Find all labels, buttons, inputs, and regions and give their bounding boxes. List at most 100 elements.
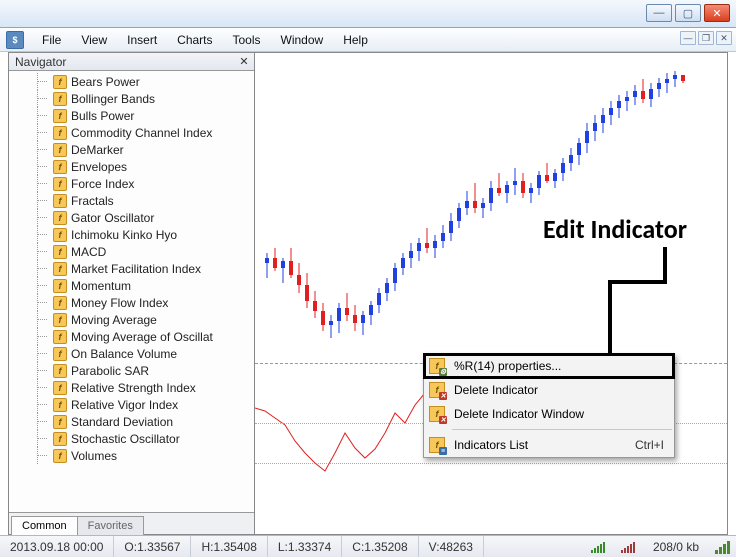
- navigator-tab-common[interactable]: Common: [11, 516, 78, 535]
- context-label: Indicators List: [454, 438, 528, 452]
- status-signal-icon: [613, 541, 643, 553]
- indicator-item[interactable]: f Moving Average of Oscillat: [9, 328, 254, 345]
- indicator-item[interactable]: fBears Power: [9, 73, 254, 90]
- indicator-icon: f: [53, 245, 67, 259]
- indicator-icon: f: [53, 449, 67, 463]
- status-signal-icon: [583, 541, 613, 553]
- indicator-item[interactable]: f Bollinger Bands: [9, 90, 254, 107]
- indicator-label: Commodity Channel Index: [71, 126, 212, 140]
- navigator-title-bar: Navigator ✕: [9, 53, 254, 71]
- context-item[interactable]: f✕Delete Indicator Window: [424, 402, 674, 426]
- mdi-minimize-button[interactable]: —: [680, 31, 696, 45]
- mdi-restore-button[interactable]: ❐: [698, 31, 714, 45]
- indicator-icon: f: [53, 92, 67, 106]
- indicator-item[interactable]: fCommodity Channel Index: [9, 124, 254, 141]
- indicator-icon: f: [53, 143, 67, 157]
- indicator-label: Moving Average of Oscillat: [71, 330, 213, 344]
- indicator-label: Momentum: [71, 279, 131, 293]
- indicator-icon: f: [53, 228, 67, 242]
- indicator-label: On Balance Volume: [71, 347, 177, 361]
- menu-help[interactable]: Help: [333, 30, 378, 50]
- indicator-icon: f: [53, 160, 67, 174]
- context-label: %R(14) properties...: [454, 359, 561, 373]
- indicator-label: Bears Power: [71, 75, 140, 89]
- window-close-button[interactable]: ✕: [704, 4, 730, 22]
- context-separator: [452, 429, 672, 430]
- navigator-title: Navigator: [15, 55, 66, 69]
- indicator-icon: f: [53, 398, 67, 412]
- window-maximize-button[interactable]: ▢: [675, 4, 701, 22]
- indicator-item[interactable]: f Fractals: [9, 192, 254, 209]
- indicator-icon: f⚙: [429, 358, 445, 374]
- indicator-icon: f: [53, 330, 67, 344]
- indicator-label: Stochastic Oscillator: [71, 432, 180, 446]
- indicator-item[interactable]: f Stochastic Oscillator: [9, 430, 254, 447]
- context-label: Delete Indicator Window: [454, 407, 584, 421]
- indicator-icon: f: [53, 364, 67, 378]
- indicator-label: Bulls Power: [71, 109, 134, 123]
- indicator-item[interactable]: f DeMarker: [9, 141, 254, 158]
- menu-charts[interactable]: Charts: [167, 30, 222, 50]
- indicator-item[interactable]: fMarket Facilitation Index: [9, 260, 254, 277]
- menubar: $ FileViewInsertChartsToolsWindowHelp — …: [0, 28, 736, 52]
- indicator-icon: f: [53, 347, 67, 361]
- indicator-item[interactable]: f Relative Vigor Index: [9, 396, 254, 413]
- indicator-item[interactable]: f Force Index: [9, 175, 254, 192]
- menu-window[interactable]: Window: [271, 30, 334, 50]
- status-open: O: 1.33567: [114, 536, 191, 557]
- menu-tools[interactable]: Tools: [223, 30, 271, 50]
- indicator-item[interactable]: fMACD: [9, 243, 254, 260]
- status-kb: 208/0 kb: [643, 536, 709, 557]
- context-item[interactable]: f✕Delete Indicator: [424, 378, 674, 402]
- navigator-panel: Navigator ✕ fBears PowerfBollinger Bands…: [9, 53, 255, 534]
- status-high: H: 1.35408: [191, 536, 267, 557]
- menu-insert[interactable]: Insert: [117, 30, 167, 50]
- app-icon: $: [6, 31, 24, 49]
- indicator-label: DeMarker: [71, 143, 124, 157]
- indicator-icon: f: [53, 194, 67, 208]
- indicator-icon: f≡: [429, 437, 445, 453]
- chart-area[interactable]: Edit Indicator f⚙ %R(14) properties... f✕D…: [255, 53, 727, 534]
- titlebar: — ▢ ✕: [0, 0, 736, 28]
- status-datetime: 2013.09.18 00:00: [0, 536, 114, 557]
- indicator-item[interactable]: fEnvelopes: [9, 158, 254, 175]
- window-minimize-button[interactable]: —: [646, 4, 672, 22]
- indicator-icon: f: [53, 432, 67, 446]
- indicator-label: Force Index: [71, 177, 134, 191]
- indicator-label: Moving Average: [71, 313, 157, 327]
- indicator-label: Bollinger Bands: [71, 92, 155, 106]
- navigator-tree[interactable]: fBears PowerfBollinger BandsfBulls Power…: [9, 71, 254, 512]
- indicator-item[interactable]: fStandard Deviation: [9, 413, 254, 430]
- navigator-tab-favorites[interactable]: Favorites: [77, 516, 144, 535]
- indicator-level-line: [255, 463, 727, 464]
- indicator-item[interactable]: fMoving Average: [9, 311, 254, 328]
- menu-view[interactable]: View: [71, 30, 117, 50]
- status-low: L: 1.33374: [268, 536, 342, 557]
- indicator-item[interactable]: f Momentum: [9, 277, 254, 294]
- indicator-item[interactable]: f On Balance Volume: [9, 345, 254, 362]
- indicator-item[interactable]: f Bulls Power: [9, 107, 254, 124]
- indicator-item[interactable]: f Parabolic SAR: [9, 362, 254, 379]
- indicator-item[interactable]: fMoney Flow Index: [9, 294, 254, 311]
- indicator-item[interactable]: fRelative Strength Index: [9, 379, 254, 396]
- indicator-icon: f: [53, 279, 67, 293]
- indicator-item[interactable]: fIchimoku Kinko Hyo: [9, 226, 254, 243]
- indicator-label: Fractals: [71, 194, 114, 208]
- status-close: C: 1.35208: [342, 536, 418, 557]
- indicator-item[interactable]: fVolumes: [9, 447, 254, 464]
- indicator-item[interactable]: fGator Oscillator: [9, 209, 254, 226]
- indicator-icon: f: [53, 109, 67, 123]
- indicator-icon: f: [53, 381, 67, 395]
- indicator-icon: f: [53, 177, 67, 191]
- navigator-close-button[interactable]: ✕: [237, 55, 251, 69]
- indicator-label: Parabolic SAR: [71, 364, 149, 378]
- indicator-label: Relative Vigor Index: [71, 398, 178, 412]
- indicator-icon: f: [53, 415, 67, 429]
- indicator-label: Gator Oscillator: [71, 211, 154, 225]
- context-item[interactable]: f≡Indicators ListCtrl+I: [424, 433, 674, 457]
- mdi-close-button[interactable]: ✕: [716, 31, 732, 45]
- annotation-label: Edit Indicator: [543, 213, 687, 245]
- menu-file[interactable]: File: [32, 30, 71, 50]
- context-item[interactable]: f⚙ %R(14) properties...: [424, 354, 674, 378]
- status-connection-icon: [709, 540, 736, 554]
